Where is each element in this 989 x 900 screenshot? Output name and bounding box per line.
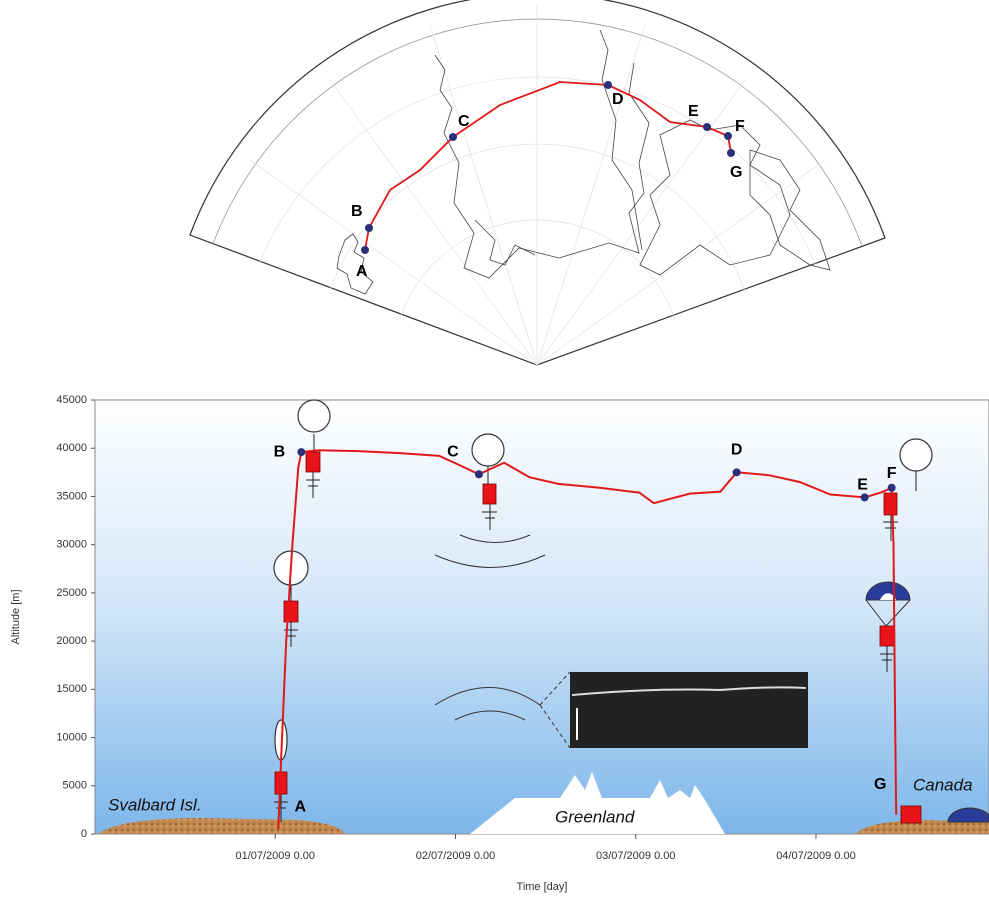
y-tick-label: 15000 bbox=[56, 683, 87, 695]
event-point bbox=[861, 493, 869, 501]
event-label: G bbox=[874, 776, 886, 793]
annotation: Canada bbox=[913, 775, 973, 794]
inset-image bbox=[570, 672, 808, 748]
y-tick-label: 0 bbox=[81, 828, 87, 840]
y-tick-label: 5000 bbox=[63, 780, 87, 792]
map-label: C bbox=[458, 113, 470, 130]
event-point bbox=[475, 470, 483, 478]
balloon bbox=[472, 434, 504, 466]
annotation: Greenland bbox=[555, 807, 635, 826]
map-label: B bbox=[351, 203, 363, 220]
x-tick-label: 03/07/2009 0.00 bbox=[596, 850, 676, 862]
balloon bbox=[298, 400, 330, 432]
map: A B C D E F G bbox=[190, 0, 885, 365]
map-label: D bbox=[612, 91, 624, 108]
map-label: A bbox=[356, 263, 368, 280]
map-label: E bbox=[688, 103, 699, 120]
event-label: D bbox=[731, 442, 743, 459]
x-tick-label: 02/07/2009 0.00 bbox=[416, 850, 496, 862]
map-fan bbox=[190, 0, 885, 365]
y-tick-label: 20000 bbox=[56, 635, 87, 647]
event-label: A bbox=[295, 798, 307, 815]
x-tick-label: 04/07/2009 0.00 bbox=[776, 850, 856, 862]
y-tick-label: 45000 bbox=[56, 394, 87, 406]
event-point bbox=[888, 484, 896, 492]
figure: A B C D E F G Svalbard Isl. Greenland Ca… bbox=[0, 0, 989, 900]
event-label: E bbox=[857, 477, 868, 494]
x-axis-title: Time [day] bbox=[517, 881, 568, 893]
map-label: F bbox=[735, 118, 745, 135]
y-tick-label: 30000 bbox=[56, 539, 87, 551]
x-tick-label: 01/07/2009 0.00 bbox=[235, 850, 315, 862]
event-label: C bbox=[447, 443, 459, 460]
y-tick-label: 25000 bbox=[56, 587, 87, 599]
event-label: B bbox=[274, 443, 286, 460]
y-axis-title: Altitude [m] bbox=[10, 589, 22, 644]
y-tick-label: 40000 bbox=[56, 442, 87, 454]
balloon bbox=[900, 439, 932, 471]
event-point bbox=[733, 468, 741, 476]
event-label: F bbox=[887, 465, 897, 482]
map-label: G bbox=[730, 164, 742, 181]
annotation: Svalbard Isl. bbox=[108, 795, 202, 814]
y-tick-label: 10000 bbox=[56, 731, 87, 743]
y-tick-label: 35000 bbox=[56, 490, 87, 502]
plot-area bbox=[95, 400, 989, 834]
event-point bbox=[297, 448, 305, 456]
